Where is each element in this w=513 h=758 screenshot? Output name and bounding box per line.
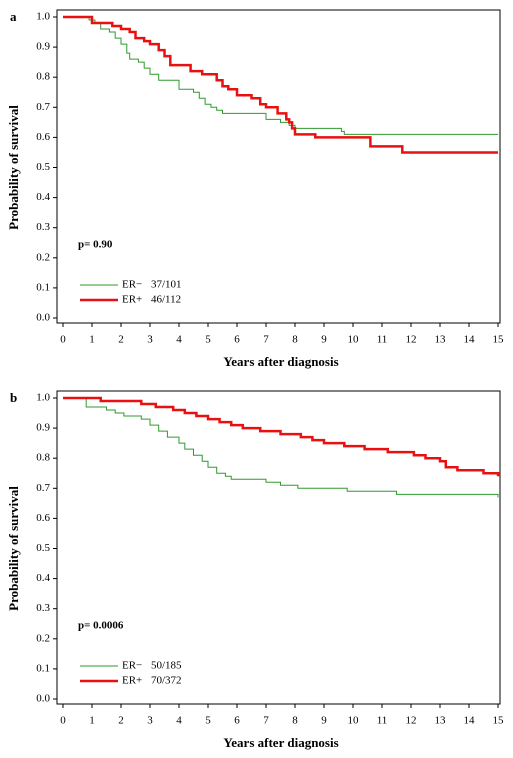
legend-summary: 50/185: [151, 660, 182, 672]
y-tick-label: 0.9: [36, 41, 50, 53]
y-tick-label: 1.0: [36, 11, 50, 23]
y-tick-label: 0.6: [36, 512, 50, 524]
x-tick-label: 8: [292, 715, 298, 727]
y-tick-label: 0.0: [36, 693, 50, 705]
y-tick-label: 0.8: [36, 71, 50, 83]
y-tick-label: 0.1: [36, 662, 50, 674]
x-axis-label: Years after diagnosis: [223, 735, 338, 750]
legend-summary: 46/112: [151, 294, 181, 306]
x-tick-label: 12: [406, 334, 417, 346]
x-tick-label: 2: [118, 334, 124, 346]
x-tick-label: 1: [89, 715, 95, 727]
y-axis-label: Probability of survival: [6, 486, 21, 611]
y-tick-label: 0.6: [36, 131, 50, 143]
x-tick-label: 0: [60, 334, 66, 346]
y-tick-label: 0.1: [36, 281, 50, 293]
x-axis-label: Years after diagnosis: [223, 354, 338, 369]
panel-label: b: [10, 390, 17, 405]
x-tick-label: 14: [464, 334, 476, 346]
y-tick-label: 1.0: [36, 392, 50, 404]
x-tick-label: 9: [321, 715, 327, 727]
y-tick-label: 0.3: [36, 602, 50, 614]
x-tick-label: 7: [263, 334, 269, 346]
x-tick-label: 7: [263, 715, 269, 727]
x-tick-label: 10: [348, 715, 360, 727]
y-tick-label: 0.7: [36, 482, 50, 494]
y-tick-label: 0.9: [36, 422, 50, 434]
legend-summary: 70/372: [151, 675, 182, 687]
survival-curve: [63, 397, 499, 498]
x-tick-label: 3: [147, 334, 153, 346]
x-tick-label: 5: [205, 334, 211, 346]
y-tick-label: 0.0: [36, 312, 50, 324]
panel-label: a: [10, 9, 17, 24]
y-tick-label: 0.2: [36, 251, 50, 263]
y-tick-label: 0.3: [36, 221, 50, 233]
y-axis-label: Probability of survival: [6, 105, 21, 230]
legend-name: ER+: [122, 294, 142, 306]
x-tick-label: 4: [176, 715, 182, 727]
x-tick-label: 11: [377, 334, 388, 346]
legend-name: ER+: [122, 675, 142, 687]
legend-summary: 37/101: [151, 279, 182, 291]
annotation: p= 0.0006: [78, 620, 124, 632]
x-tick-label: 13: [435, 715, 447, 727]
x-tick-label: 6: [234, 334, 240, 346]
plot-frame: [56, 9, 501, 324]
x-tick-label: 15: [493, 715, 505, 727]
x-tick-label: 9: [321, 334, 327, 346]
y-tick-label: 0.8: [36, 452, 50, 464]
x-tick-label: 8: [292, 334, 298, 346]
x-tick-label: 0: [60, 715, 66, 727]
legend-name: ER−: [122, 660, 142, 672]
plot-frame: [56, 390, 501, 705]
x-tick-label: 1: [89, 334, 95, 346]
x-tick-label: 11: [377, 715, 388, 727]
x-tick-label: 13: [435, 334, 447, 346]
y-tick-label: 0.5: [36, 161, 50, 173]
survival-curve: [63, 16, 498, 135]
x-tick-label: 15: [493, 334, 505, 346]
x-tick-label: 5: [205, 715, 211, 727]
y-tick-label: 0.7: [36, 101, 50, 113]
y-tick-label: 0.2: [36, 632, 50, 644]
legend-name: ER−: [122, 279, 142, 291]
x-tick-label: 3: [147, 715, 153, 727]
y-tick-label: 0.4: [36, 572, 50, 584]
annotation: p= 0.90: [78, 239, 113, 251]
x-tick-label: 2: [118, 715, 124, 727]
survival-curve: [63, 15, 498, 154]
x-tick-label: 6: [234, 715, 240, 727]
survival-curve: [63, 396, 500, 477]
x-tick-label: 12: [406, 715, 417, 727]
x-tick-label: 14: [464, 715, 476, 727]
x-tick-label: 10: [348, 334, 360, 346]
x-tick-label: 4: [176, 334, 182, 346]
y-tick-label: 0.4: [36, 191, 50, 203]
y-tick-label: 0.5: [36, 542, 50, 554]
